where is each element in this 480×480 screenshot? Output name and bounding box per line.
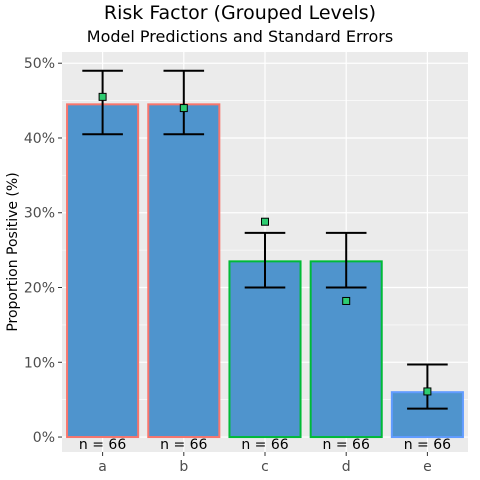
y-tick-label: 20% [24, 281, 55, 297]
predicted-point-a [98, 92, 107, 101]
y-tick-label: 40% [24, 131, 55, 147]
bar-a [66, 103, 140, 439]
x-tick-label: a [98, 459, 107, 475]
x-tick-label: d [342, 459, 351, 475]
x-tick-label: e [423, 459, 432, 475]
chart-subtitle: Model Predictions and Standard Errors [86, 27, 394, 46]
predicted-point-b [179, 104, 188, 113]
y-tick-label: 10% [24, 355, 55, 371]
x-tick-label: b [179, 459, 188, 475]
bar-b [147, 103, 221, 439]
count-label-c: n = 66 [241, 437, 288, 453]
y-tick-label: 30% [24, 206, 55, 222]
x-tick-label: c [261, 459, 269, 475]
count-label-b: n = 66 [160, 437, 207, 453]
count-label-e: n = 66 [404, 437, 451, 453]
y-tick-label: 0% [33, 430, 55, 446]
predicted-point-e [423, 387, 432, 396]
predicted-point-d [342, 296, 351, 305]
predicted-point-c [261, 217, 269, 226]
y-axis-label: Proportion Positive (%) [5, 172, 21, 331]
count-label-a: n = 66 [79, 437, 126, 453]
count-label-d: n = 66 [323, 437, 370, 453]
chart-title: Risk Factor (Grouped Levels) [103, 2, 377, 24]
y-tick-label: 50% [24, 56, 55, 72]
bar-c [228, 260, 302, 439]
